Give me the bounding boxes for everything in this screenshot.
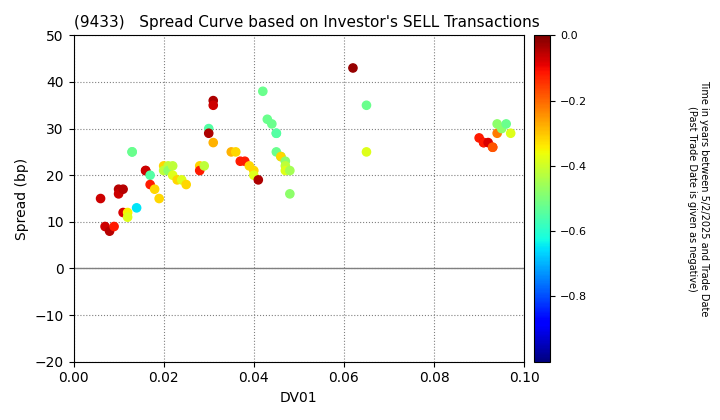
Point bbox=[113, 186, 125, 192]
Point bbox=[257, 88, 269, 94]
Point bbox=[478, 139, 490, 146]
Point bbox=[163, 167, 174, 174]
Point bbox=[271, 130, 282, 136]
Point bbox=[271, 130, 282, 136]
Point bbox=[492, 121, 503, 127]
Point bbox=[248, 172, 259, 178]
Point bbox=[167, 172, 179, 178]
Point bbox=[279, 163, 291, 169]
Point bbox=[126, 149, 138, 155]
Point bbox=[500, 121, 512, 127]
Point bbox=[176, 176, 187, 183]
Point bbox=[230, 149, 241, 155]
Point bbox=[496, 125, 508, 132]
Point bbox=[158, 167, 169, 174]
Point bbox=[171, 176, 183, 183]
Point bbox=[279, 167, 291, 174]
Point bbox=[131, 205, 143, 211]
Point bbox=[113, 191, 125, 197]
Point bbox=[140, 167, 151, 174]
Point bbox=[361, 149, 372, 155]
Point bbox=[225, 149, 237, 155]
Point bbox=[122, 214, 133, 220]
Point bbox=[253, 176, 264, 183]
Point bbox=[243, 163, 255, 169]
Point bbox=[153, 195, 165, 202]
Point bbox=[99, 223, 111, 230]
Point bbox=[145, 172, 156, 178]
Point bbox=[194, 163, 205, 169]
Point bbox=[487, 144, 498, 151]
Point bbox=[275, 153, 287, 160]
Point bbox=[203, 130, 215, 136]
Point bbox=[239, 158, 251, 165]
Y-axis label: Time in years between 5/2/2025 and Trade Date
(Past Trade Date is given as negat: Time in years between 5/2/2025 and Trade… bbox=[687, 80, 708, 317]
Point bbox=[117, 186, 129, 192]
Point bbox=[266, 121, 278, 127]
Y-axis label: Spread (bp): Spread (bp) bbox=[15, 158, 29, 239]
Point bbox=[492, 130, 503, 136]
Point bbox=[95, 195, 107, 202]
Text: (9433)   Spread Curve based on Investor's SELL Transactions: (9433) Spread Curve based on Investor's … bbox=[73, 15, 539, 30]
Point bbox=[203, 125, 215, 132]
Point bbox=[473, 134, 485, 141]
Point bbox=[235, 158, 246, 165]
Point bbox=[158, 163, 169, 169]
Point bbox=[361, 102, 372, 109]
Point bbox=[181, 181, 192, 188]
Point bbox=[284, 191, 296, 197]
Point bbox=[117, 209, 129, 216]
Point bbox=[482, 139, 494, 146]
Point bbox=[149, 186, 161, 192]
Point bbox=[126, 149, 138, 155]
Point bbox=[284, 167, 296, 174]
Point bbox=[167, 163, 179, 169]
X-axis label: DV01: DV01 bbox=[280, 391, 318, 405]
Point bbox=[261, 116, 273, 123]
Point bbox=[275, 153, 287, 160]
Point bbox=[279, 158, 291, 165]
Point bbox=[104, 228, 115, 234]
Point bbox=[478, 139, 490, 146]
Point bbox=[207, 102, 219, 109]
Point bbox=[207, 139, 219, 146]
Point bbox=[194, 167, 205, 174]
Point bbox=[207, 97, 219, 104]
Point bbox=[505, 130, 516, 136]
Point bbox=[140, 167, 151, 174]
Point bbox=[122, 209, 133, 216]
Point bbox=[271, 149, 282, 155]
Point bbox=[199, 163, 210, 169]
Point bbox=[248, 167, 259, 174]
Point bbox=[163, 163, 174, 169]
Point bbox=[487, 144, 498, 151]
Point bbox=[108, 223, 120, 230]
Point bbox=[145, 181, 156, 188]
Point bbox=[347, 65, 359, 71]
